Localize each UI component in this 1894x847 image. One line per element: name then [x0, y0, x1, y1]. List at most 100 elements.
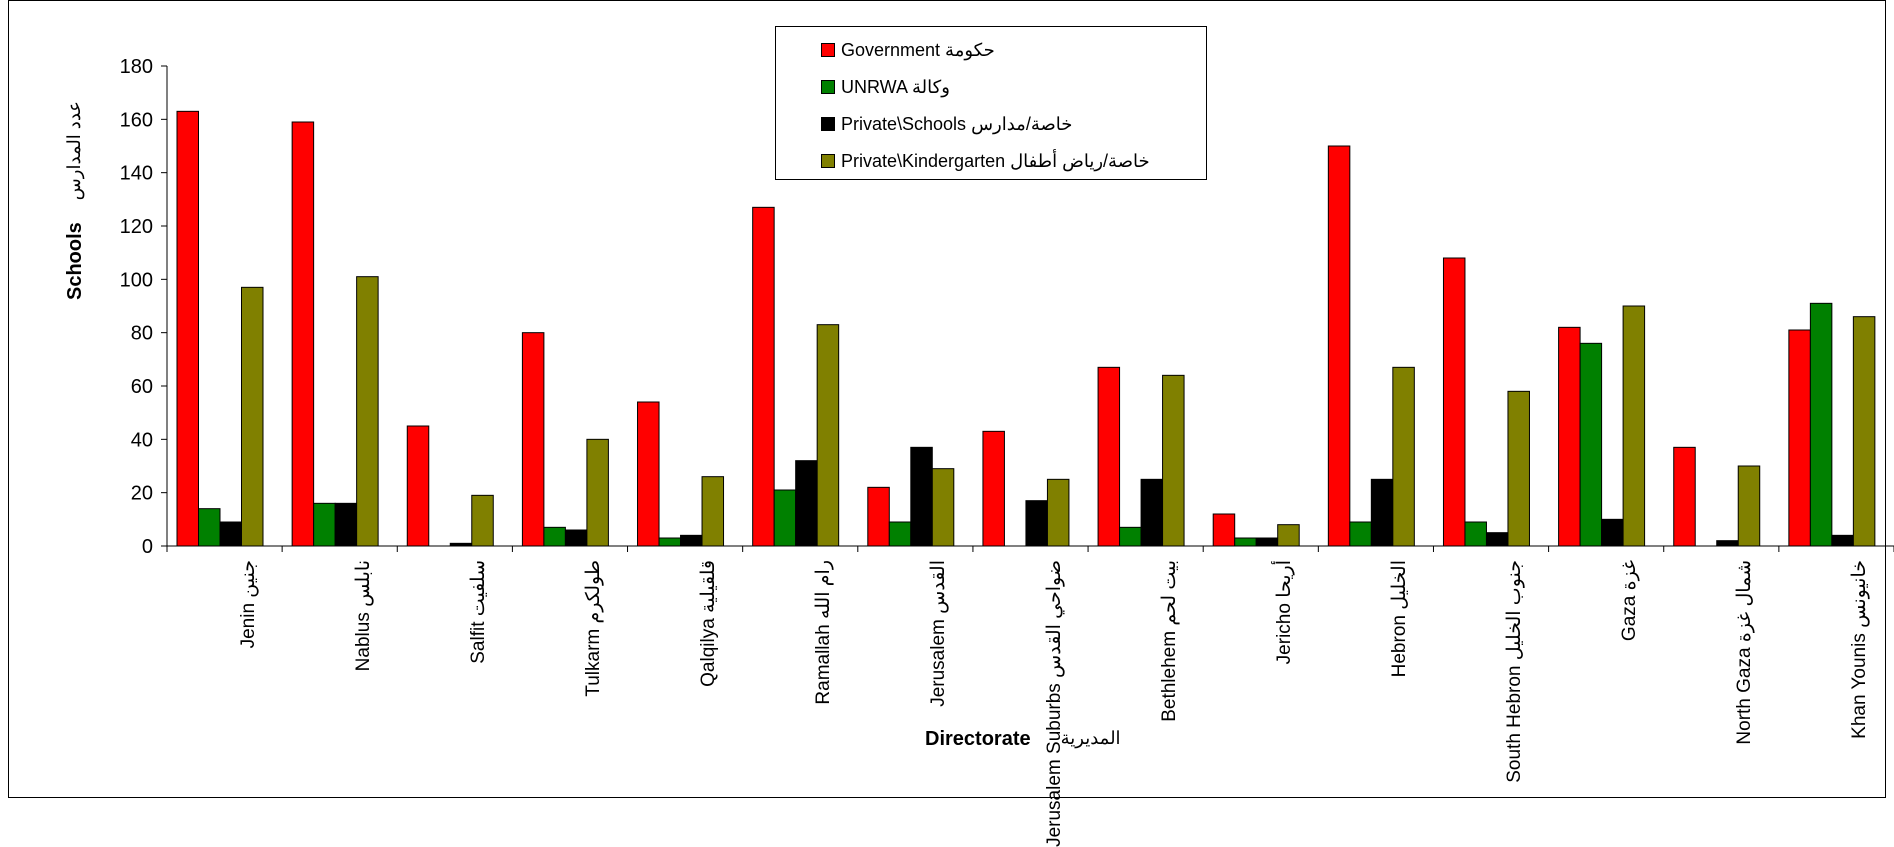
y-tick-label: 120: [120, 216, 153, 238]
y-tick-label: 60: [131, 376, 153, 398]
bar: [1737, 465, 1761, 547]
bar: [1788, 329, 1811, 547]
legend-label-private-schools: Private\Schools خاصة/مدارس: [841, 113, 1073, 134]
y-tick-label: 160: [120, 109, 153, 131]
bar: [773, 489, 797, 547]
bar: [471, 494, 494, 547]
bar: [1831, 534, 1854, 547]
bar: [356, 276, 379, 547]
bar: [1442, 257, 1466, 547]
bar: [1277, 524, 1300, 547]
bar: [1673, 446, 1696, 547]
legend-swatch-private-kindergarten: [821, 154, 835, 168]
category-label: Bethlehem بيت لحم: [1158, 560, 1180, 722]
y-tick-label: 0: [142, 536, 153, 558]
category-label: North Gaza شمال غزة: [1734, 560, 1756, 745]
x-axis-title: Directorate المديرية: [925, 728, 1121, 751]
x-axis-title-ar: المديرية: [1060, 728, 1121, 748]
bar: [449, 542, 473, 547]
bar: [1558, 326, 1581, 547]
bar: [1097, 366, 1121, 547]
y-tick-label: 140: [120, 163, 153, 185]
category-label: Gaza غزة: [1619, 560, 1641, 642]
bar: [219, 521, 242, 547]
x-axis-title-en: Directorate: [925, 728, 1031, 750]
y-axis-title: Schools عدد المدارس: [64, 101, 87, 300]
bar: [867, 486, 890, 547]
legend-label-unrwa: UNRWA وكالة: [841, 76, 950, 97]
legend-swatch-private-schools: [821, 117, 835, 131]
bar: [816, 324, 840, 547]
category-label: Qalqilya قلقيلية: [698, 560, 720, 687]
category-label: Salfit سلفيت: [467, 560, 489, 664]
chart-frame: [8, 0, 1886, 798]
bar: [406, 425, 430, 547]
bar: [910, 446, 933, 547]
category-label: Jenin جنين: [237, 560, 259, 649]
category-label: Jericho أريحا: [1273, 560, 1295, 665]
legend-label-private-kindergarten: Private\Kindergarten خاصة/رياض أطفال: [841, 150, 1150, 171]
y-axis-title-ar: عدد المدارس: [64, 100, 84, 201]
bar: [752, 206, 775, 547]
legend-swatch-unrwa: [821, 80, 835, 94]
legend-swatch-government: [821, 43, 835, 57]
bar: [1579, 342, 1603, 547]
bar: [701, 476, 725, 547]
bar: [198, 508, 221, 547]
legend-item-unrwa: UNRWA وكالة: [821, 76, 950, 98]
category-label: Ramallah رام الله: [813, 560, 835, 705]
y-tick-label: 180: [120, 56, 153, 78]
bar: [1234, 537, 1257, 547]
category-label: Tulkarm طولكرم: [582, 560, 604, 697]
bar: [521, 332, 545, 547]
bar: [1212, 513, 1236, 547]
category-label: Hebron الخليل: [1388, 560, 1410, 678]
bar: [543, 526, 566, 547]
bar: [1327, 145, 1351, 547]
bar: [564, 529, 588, 547]
category-label: Khan Younis خانيونس: [1849, 560, 1871, 739]
bar: [1507, 390, 1530, 547]
bar: [1852, 316, 1876, 547]
bar: [291, 121, 315, 547]
bar: [1601, 518, 1624, 547]
y-tick-label: 40: [131, 429, 153, 451]
bar: [176, 110, 199, 547]
category-label: Nablus نابلس: [352, 560, 374, 672]
bar: [334, 502, 358, 547]
legend-item-government: Government حكومة: [821, 39, 995, 61]
bar: [1025, 500, 1048, 547]
bar: [795, 460, 818, 547]
bar: [1392, 366, 1415, 547]
bar: [1809, 302, 1833, 547]
bar: [888, 521, 912, 547]
bar: [241, 286, 264, 547]
bar: [931, 468, 955, 547]
bar: [1162, 374, 1185, 547]
bar: [1255, 537, 1279, 547]
bar: [1716, 540, 1739, 547]
bar: [1119, 526, 1142, 547]
legend-label-government: Government حكومة: [841, 39, 995, 60]
category-label: South Hebron جنوب الخليل: [1504, 560, 1526, 783]
bar: [1485, 532, 1509, 547]
bar: [1349, 521, 1372, 547]
bar: [680, 534, 703, 547]
legend-item-private-schools: Private\Schools خاصة/مدارس: [821, 113, 1072, 135]
bar: [1046, 478, 1070, 547]
bar: [313, 502, 336, 547]
bar: [1140, 478, 1164, 547]
bar: [1370, 478, 1394, 547]
bar: [1622, 305, 1646, 547]
y-axis-title-en: Schools: [64, 222, 86, 300]
bar: [586, 438, 609, 547]
y-tick-label: 80: [131, 323, 153, 345]
category-label: Jerusalem Suburbs ضواحي القدس: [1043, 560, 1065, 847]
bar: [1464, 521, 1487, 547]
legend-item-private-kindergarten: Private\Kindergarten خاصة/رياض أطفال: [821, 150, 1150, 172]
legend: Government حكومة UNRWA وكالة Private\Sch…: [775, 26, 1207, 180]
y-tick-label: 20: [131, 483, 153, 505]
bar: [658, 537, 682, 547]
bar: [637, 401, 660, 547]
bar-chart: 0 20 40 60 80 100 120 140 160 180: [120, 56, 1894, 558]
